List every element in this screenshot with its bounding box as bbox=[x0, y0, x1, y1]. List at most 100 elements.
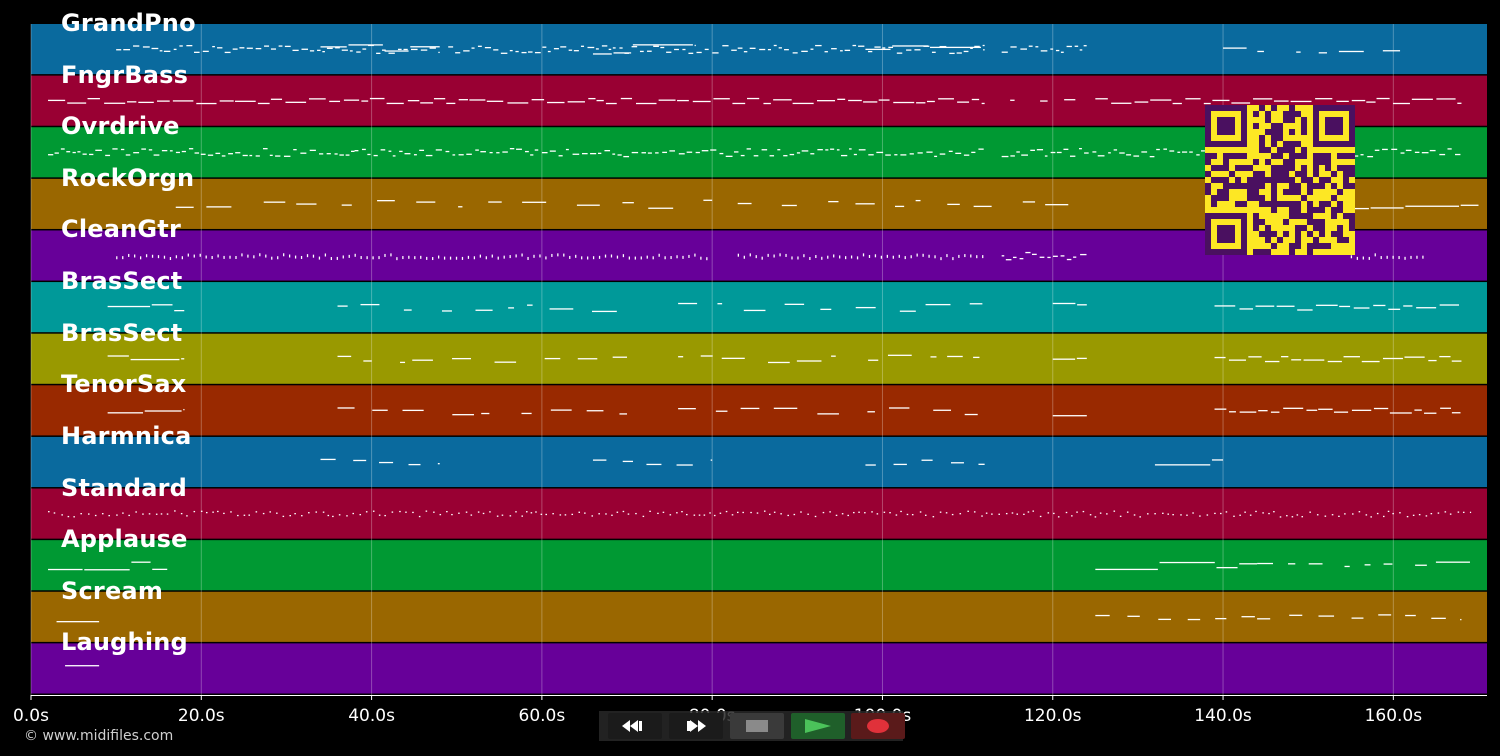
track-label: Ovrdrive bbox=[61, 112, 180, 141]
note bbox=[402, 409, 424, 412]
note bbox=[588, 97, 596, 100]
note bbox=[1079, 49, 1083, 51]
note bbox=[420, 49, 428, 51]
note bbox=[1273, 100, 1289, 102]
note bbox=[169, 257, 172, 261]
note bbox=[831, 355, 836, 357]
note bbox=[322, 50, 325, 53]
rewind-button[interactable] bbox=[608, 713, 662, 739]
note bbox=[1039, 515, 1042, 518]
note bbox=[1073, 256, 1077, 258]
note bbox=[817, 149, 823, 151]
note bbox=[1044, 155, 1048, 157]
note bbox=[682, 48, 686, 51]
note bbox=[488, 201, 502, 203]
note bbox=[134, 254, 136, 258]
stop-button[interactable] bbox=[730, 713, 784, 739]
note bbox=[1428, 359, 1437, 362]
note bbox=[669, 150, 676, 152]
note bbox=[655, 152, 659, 154]
note bbox=[998, 513, 1000, 515]
note bbox=[217, 510, 219, 513]
note bbox=[1239, 514, 1241, 516]
note bbox=[909, 153, 914, 155]
track-lane bbox=[31, 333, 1487, 384]
note bbox=[796, 360, 822, 362]
note bbox=[278, 45, 283, 47]
note bbox=[1386, 255, 1388, 259]
note bbox=[1388, 308, 1401, 310]
note bbox=[174, 510, 176, 512]
note bbox=[320, 458, 336, 461]
note bbox=[148, 513, 151, 515]
note bbox=[713, 514, 716, 517]
note bbox=[326, 153, 331, 155]
note bbox=[1360, 154, 1364, 156]
note bbox=[982, 44, 985, 47]
note bbox=[360, 256, 362, 260]
note bbox=[107, 305, 151, 308]
track-lane bbox=[31, 488, 1487, 539]
note bbox=[301, 515, 303, 517]
note bbox=[1066, 258, 1072, 261]
note bbox=[1053, 512, 1055, 515]
note bbox=[300, 255, 303, 259]
note bbox=[1141, 151, 1148, 153]
note bbox=[759, 48, 766, 51]
record-button[interactable] bbox=[851, 713, 905, 739]
fast-forward-button[interactable] bbox=[669, 713, 723, 739]
note bbox=[719, 152, 724, 155]
track-lane bbox=[31, 643, 1487, 694]
note bbox=[628, 256, 631, 260]
transport-controls bbox=[599, 711, 905, 741]
note bbox=[1196, 154, 1200, 156]
note bbox=[1028, 45, 1033, 47]
note bbox=[1172, 514, 1174, 516]
note bbox=[963, 50, 969, 53]
note bbox=[559, 514, 562, 516]
note bbox=[1214, 512, 1216, 515]
note bbox=[509, 515, 512, 517]
note bbox=[123, 49, 131, 51]
note bbox=[175, 151, 180, 154]
note bbox=[1097, 155, 1105, 157]
note bbox=[747, 97, 760, 100]
note bbox=[1451, 360, 1462, 362]
note bbox=[1255, 305, 1275, 307]
note bbox=[810, 153, 815, 155]
note bbox=[1253, 98, 1273, 100]
note bbox=[558, 155, 563, 157]
note bbox=[270, 48, 277, 50]
note bbox=[617, 154, 622, 156]
note bbox=[694, 253, 696, 257]
note bbox=[868, 254, 871, 258]
note bbox=[1076, 357, 1087, 360]
note bbox=[1052, 415, 1087, 417]
note bbox=[934, 255, 936, 259]
note bbox=[1228, 359, 1246, 361]
note bbox=[807, 513, 809, 515]
note bbox=[822, 511, 825, 514]
note bbox=[449, 256, 452, 260]
note bbox=[494, 361, 517, 363]
note bbox=[200, 510, 203, 512]
note bbox=[1262, 512, 1264, 514]
note bbox=[308, 98, 326, 100]
note bbox=[1303, 359, 1325, 361]
note bbox=[1134, 101, 1149, 103]
note bbox=[1127, 615, 1140, 617]
note bbox=[1039, 256, 1045, 258]
note bbox=[157, 100, 170, 102]
note bbox=[973, 205, 992, 208]
note bbox=[892, 45, 929, 47]
note bbox=[658, 253, 660, 257]
track-lane bbox=[31, 282, 1487, 333]
play-button[interactable] bbox=[791, 713, 845, 739]
note bbox=[1016, 513, 1019, 515]
note bbox=[181, 256, 183, 260]
note bbox=[694, 44, 696, 47]
note bbox=[1351, 409, 1372, 411]
note bbox=[893, 463, 907, 466]
note bbox=[1457, 511, 1460, 513]
record-icon bbox=[867, 719, 889, 733]
